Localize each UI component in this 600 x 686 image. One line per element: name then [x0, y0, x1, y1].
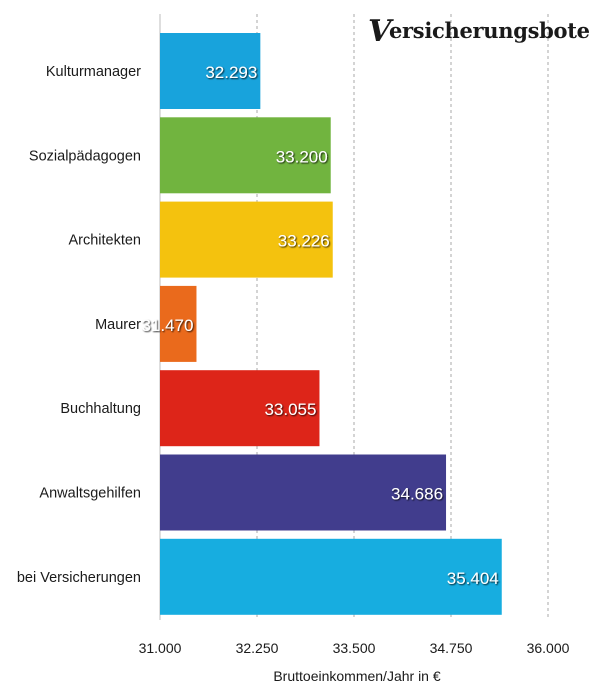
x-tick-label: 36.000	[527, 640, 570, 656]
bar-value-label: 33.200	[276, 147, 328, 166]
x-tick-label: 31.000	[139, 640, 182, 656]
category-label: Architekten	[68, 233, 141, 249]
logo-text: ersicherungsbote	[388, 18, 590, 43]
bar-value-label: 34.686	[391, 485, 443, 504]
x-tick-label: 32.250	[236, 640, 279, 656]
bar-value-label: 32.293	[205, 63, 257, 82]
bar	[160, 538, 502, 615]
x-tick-label: 33.500	[333, 640, 376, 656]
x-tick-label: 34.750	[430, 640, 473, 656]
category-labels: Kulturmanager Sozialpädagogen Architekten M…	[17, 64, 141, 586]
logo-initial: V	[368, 14, 391, 49]
x-axis-title: Bruttoeinkommen/Jahr in €	[273, 668, 441, 684]
bars: 32.293 33.200 33.226 31.470 33.055 34.686 35.4…	[141, 33, 502, 615]
category-label: Sozialpädagogen	[29, 148, 141, 164]
category-label: bei Versicherungen	[17, 570, 141, 586]
bar	[160, 285, 197, 362]
category-label: Buchhaltung	[60, 401, 141, 417]
bar	[160, 454, 447, 531]
bar	[160, 201, 333, 278]
bar	[160, 117, 331, 194]
brand-logo: Versicherungsbote	[368, 14, 590, 49]
bar	[160, 370, 320, 447]
bar-value-label: 33.226	[278, 232, 330, 251]
bar-value-label: 33.055	[264, 400, 316, 419]
x-tick-labels: 31.000 32.250 33.500 34.750 36.000	[139, 640, 570, 656]
bar-value-label: 31.470	[141, 316, 193, 335]
bar	[160, 33, 261, 109]
category-label: Maurer	[95, 317, 141, 333]
bar-value-label: 35.404	[447, 569, 499, 588]
category-label: Kulturmanager	[46, 64, 141, 80]
category-label: Anwaltsgehilfen	[39, 486, 141, 502]
